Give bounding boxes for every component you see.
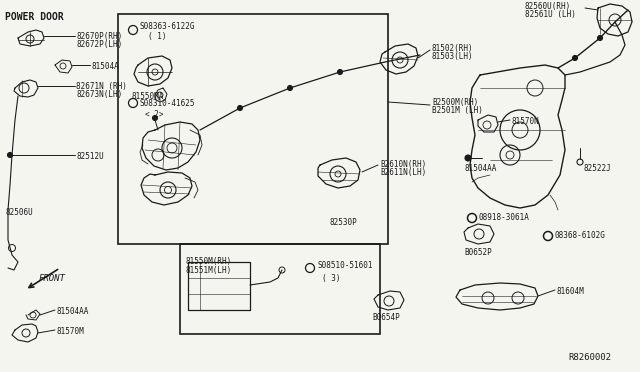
Text: 82560U(RH): 82560U(RH)	[525, 2, 572, 11]
Text: 81504AA: 81504AA	[56, 307, 88, 316]
Text: FRONT: FRONT	[38, 274, 65, 283]
Text: 82561U (LH): 82561U (LH)	[525, 10, 576, 19]
Text: S08363-6122G: S08363-6122G	[140, 22, 195, 31]
Text: B0654P: B0654P	[372, 313, 400, 322]
Text: 81570N: 81570N	[512, 117, 540, 126]
Text: POWER DOOR: POWER DOOR	[5, 12, 64, 22]
Text: R8260002: R8260002	[568, 353, 611, 362]
Circle shape	[287, 86, 292, 90]
Text: B2611N(LH): B2611N(LH)	[380, 168, 426, 177]
Text: S08310-41625: S08310-41625	[140, 99, 195, 108]
Text: 81504A: 81504A	[91, 62, 119, 71]
Text: 82670P(RH): 82670P(RH)	[76, 32, 122, 41]
Text: 82530P: 82530P	[330, 218, 358, 227]
Bar	[180, 244, 380, 334]
Text: ( 3): ( 3)	[322, 274, 340, 283]
Circle shape	[598, 35, 602, 41]
Text: B0652P: B0652P	[464, 248, 492, 257]
Text: B2500M(RH): B2500M(RH)	[432, 98, 478, 107]
Circle shape	[573, 55, 577, 61]
Text: 82673N(LH): 82673N(LH)	[76, 90, 122, 99]
Text: 08918-3061A: 08918-3061A	[479, 213, 530, 222]
Text: 82671N (RH): 82671N (RH)	[76, 82, 127, 91]
Text: 81604M: 81604M	[557, 287, 585, 296]
Circle shape	[8, 153, 13, 157]
Text: 82512U: 82512U	[76, 152, 104, 161]
Text: 81503(LH): 81503(LH)	[432, 52, 474, 61]
Text: B2610N(RH): B2610N(RH)	[380, 160, 426, 169]
Text: 81504AA: 81504AA	[465, 164, 497, 173]
Text: 81550MA: 81550MA	[132, 92, 164, 101]
Text: 81550M(RH): 81550M(RH)	[185, 257, 231, 266]
Circle shape	[465, 155, 471, 161]
Text: 81502(RH): 81502(RH)	[432, 44, 474, 53]
Text: 82522J: 82522J	[584, 164, 612, 173]
Text: 81551M(LH): 81551M(LH)	[185, 266, 231, 275]
Text: ( 1): ( 1)	[148, 32, 166, 41]
Text: 81570M: 81570M	[56, 327, 84, 336]
Text: 08368-6102G: 08368-6102G	[555, 231, 606, 240]
Text: 82672P(LH): 82672P(LH)	[76, 40, 122, 49]
Bar	[118, 14, 388, 244]
Text: 82506U: 82506U	[5, 208, 33, 217]
Text: S08510-51601: S08510-51601	[318, 261, 374, 270]
Text: B2501M (LH): B2501M (LH)	[432, 106, 483, 115]
Circle shape	[337, 70, 342, 74]
Circle shape	[152, 115, 157, 121]
Circle shape	[237, 106, 243, 110]
Text: < 2>: < 2>	[145, 110, 163, 119]
